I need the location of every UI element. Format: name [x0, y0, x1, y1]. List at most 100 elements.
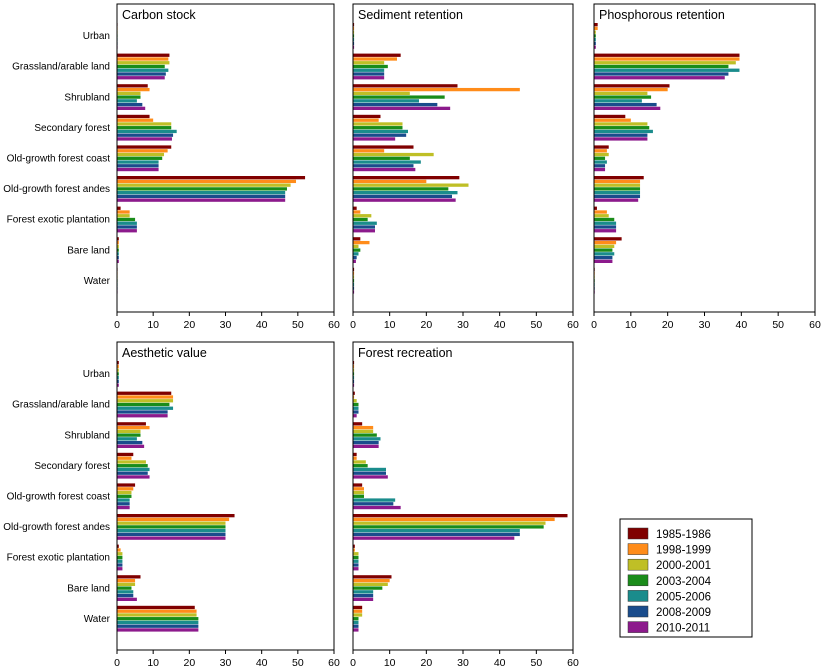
bar-aesthetic-value-grassland-arable-land-2000-2001 [117, 399, 174, 403]
bar-phosphorous-retention-forest-exotic-plantation-2010-2011 [594, 229, 617, 233]
bar-forest-recreation-old-growth-forest-coast-2005-2006 [353, 498, 396, 502]
bar-phosphorous-retention-grassland-arable-land-1998-1999 [594, 57, 740, 61]
bar-aesthetic-value-water-1985-1986 [117, 605, 195, 610]
panel-phosphorous-retention: Phosphorous retention 0 10 20 30 40 50 60 [591, 3, 821, 331]
bar-phosphorous-retention-grassland-arable-land-2005-2006 [594, 68, 740, 72]
bar-forest-recreation-grassland-arable-land-2003-2004 [353, 402, 359, 407]
category-label: Secondary forest [34, 461, 110, 472]
bar-sediment-retention-water-2005-2006 [353, 282, 355, 287]
bar-forest-recreation-shrubland-2010-2011 [353, 444, 379, 448]
bar-forest-recreation-water-2005-2006 [353, 620, 359, 625]
legend-label-1985-1986: 1985-1986 [656, 529, 711, 541]
bar-sediment-retention-water-2010-2011 [353, 290, 355, 294]
bar-phosphorous-retention-shrubland-2003-2004 [594, 95, 652, 99]
panel-carbon-stock: Carbon stock Urban Grassland/arable land Sh… [3, 3, 340, 331]
bar-aesthetic-value-forest-exotic-plantation-2000-2001 [117, 552, 123, 556]
bar-sediment-retention-secondary-forest-2000-2001 [353, 122, 403, 126]
bar-phosphorous-retention-secondary-forest-2005-2006 [594, 129, 653, 134]
bar-aesthetic-value-secondary-forest-1998-1999 [117, 456, 132, 460]
bar-carbon-stock-grassland-arable-land-2005-2006 [117, 68, 169, 72]
bar-forest-recreation-grassland-arable-land-2000-2001 [353, 399, 357, 403]
bar-phosphorous-retention-secondary-forest-2000-2001 [594, 122, 648, 126]
bar-forest-recreation-secondary-forest-1998-1999 [353, 456, 357, 460]
bar-phosphorous-retention-grassland-arable-land-2008-2009 [594, 72, 729, 76]
category-label: Shrubland [64, 92, 110, 103]
bar-aesthetic-value-secondary-forest-1985-1986 [117, 452, 134, 457]
x-tick-label: 50 [772, 319, 784, 331]
bar-carbon-stock-shrubland-1998-1999 [117, 87, 150, 92]
bar-carbon-stock-bare-land-2005-2006 [117, 252, 119, 256]
bar-aesthetic-value-water-2000-2001 [117, 613, 197, 617]
x-tick-label: 0 [591, 319, 597, 331]
bar-phosphorous-retention-grassland-arable-land-2003-2004 [594, 64, 729, 69]
bar-phosphorous-retention-old-growth-forest-coast-2003-2004 [594, 156, 606, 160]
x-tick-label: 30 [457, 319, 469, 331]
x-tick-label: 10 [384, 657, 396, 669]
bar-sediment-retention-forest-exotic-plantation-2000-2001 [353, 214, 372, 218]
bar-aesthetic-value-secondary-forest-2005-2006 [117, 467, 150, 472]
panel-forest-recreation: Forest recreation 0 10 20 30 40 50 60 [350, 341, 579, 669]
bar-sediment-retention-bare-land-2000-2001 [353, 244, 359, 248]
bar-forest-recreation-shrubland-2000-2001 [353, 429, 374, 433]
bar-forest-recreation-secondary-forest-1985-1986 [353, 452, 357, 457]
bar-forest-recreation-old-growth-forest-coast-2008-2009 [353, 502, 394, 506]
bar-phosphorous-retention-bare-land-2010-2011 [594, 259, 613, 263]
x-tick-label: 10 [147, 319, 159, 331]
bar-forest-recreation-forest-exotic-plantation-2003-2004 [353, 555, 359, 560]
bar-aesthetic-value-secondary-forest-2000-2001 [117, 460, 146, 464]
bar-phosphorous-retention-urban-2010-2011 [594, 45, 596, 49]
bar-aesthetic-value-old-growth-forest-andes-1985-1986 [117, 514, 235, 518]
x-tick-label: 30 [220, 657, 232, 669]
category-label: Urban [83, 31, 110, 42]
bar-sediment-retention-old-growth-forest-coast-1998-1999 [353, 149, 385, 153]
bar-phosphorous-retention-bare-land-2005-2006 [594, 252, 615, 256]
x-tick-label: 30 [699, 319, 711, 331]
bar-carbon-stock-shrubland-2003-2004 [117, 95, 141, 99]
bar-carbon-stock-bare-land-2010-2011 [117, 259, 119, 263]
bar-sediment-retention-bare-land-2010-2011 [353, 259, 356, 263]
category-label: Urban [83, 369, 110, 380]
legend-swatch-2000-2001 [627, 558, 649, 571]
bar-carbon-stock-grassland-arable-land-1985-1986 [117, 53, 170, 57]
bar-sediment-retention-urban-2008-2009 [353, 41, 355, 46]
bar-carbon-stock-shrubland-2000-2001 [117, 91, 141, 95]
bar-forest-recreation-secondary-forest-2010-2011 [353, 475, 388, 479]
bar-forest-recreation-urban-2010-2011 [353, 383, 355, 387]
bar-aesthetic-value-old-growth-forest-andes-2008-2009 [117, 532, 226, 537]
bar-forest-recreation-urban-2003-2004 [353, 372, 355, 376]
bar-aesthetic-value-forest-exotic-plantation-1985-1986 [117, 544, 119, 548]
category-label: Old-growth forest coast [7, 154, 111, 165]
bar-forest-recreation-urban-1998-1999 [353, 364, 355, 369]
panel-title: Sediment retention [358, 8, 463, 22]
x-tick-label: 40 [256, 319, 268, 331]
bar-sediment-retention-secondary-forest-1985-1986 [353, 114, 381, 119]
bar-forest-recreation-water-1998-1999 [353, 609, 363, 613]
bar-forest-recreation-forest-exotic-plantation-2008-2009 [353, 563, 359, 567]
bar-sediment-retention-grassland-arable-land-2008-2009 [353, 72, 385, 76]
x-tick-label: 40 [735, 319, 747, 331]
bar-phosphorous-retention-secondary-forest-1985-1986 [594, 114, 626, 119]
panel-title: Phosphorous retention [599, 8, 725, 22]
bar-aesthetic-value-old-growth-forest-coast-2008-2009 [117, 502, 130, 506]
bar-sediment-retention-old-growth-forest-coast-1985-1986 [353, 145, 414, 149]
bar-phosphorous-retention-forest-exotic-plantation-2008-2009 [594, 225, 617, 229]
bar-forest-recreation-forest-exotic-plantation-2005-2006 [353, 559, 359, 563]
category-label: Old-growth forest coast [7, 492, 111, 503]
bar-sediment-retention-shrubland-2005-2006 [353, 99, 419, 103]
bar-carbon-stock-old-growth-forest-coast-2000-2001 [117, 152, 165, 157]
bar-carbon-stock-old-growth-forest-coast-1998-1999 [117, 149, 168, 153]
bar-aesthetic-value-old-growth-forest-coast-2010-2011 [117, 505, 130, 510]
bar-sediment-retention-old-growth-forest-andes-2008-2009 [353, 194, 452, 199]
bar-aesthetic-value-urban-1998-1999 [117, 364, 119, 369]
bar-forest-recreation-urban-2000-2001 [353, 368, 355, 372]
bar-forest-recreation-bare-land-2008-2009 [353, 593, 374, 598]
bar-sediment-retention-urban-2010-2011 [353, 45, 355, 49]
bar-carbon-stock-forest-exotic-plantation-2010-2011 [117, 229, 137, 233]
bar-aesthetic-value-shrubland-1985-1986 [117, 422, 146, 426]
x-tick-label: 30 [220, 319, 232, 331]
bar-sediment-retention-urban-2003-2004 [353, 34, 355, 38]
bar-carbon-stock-secondary-forest-2003-2004 [117, 126, 172, 130]
bar-sediment-retention-bare-land-1985-1986 [353, 237, 361, 241]
bar-aesthetic-value-urban-2003-2004 [117, 372, 119, 376]
